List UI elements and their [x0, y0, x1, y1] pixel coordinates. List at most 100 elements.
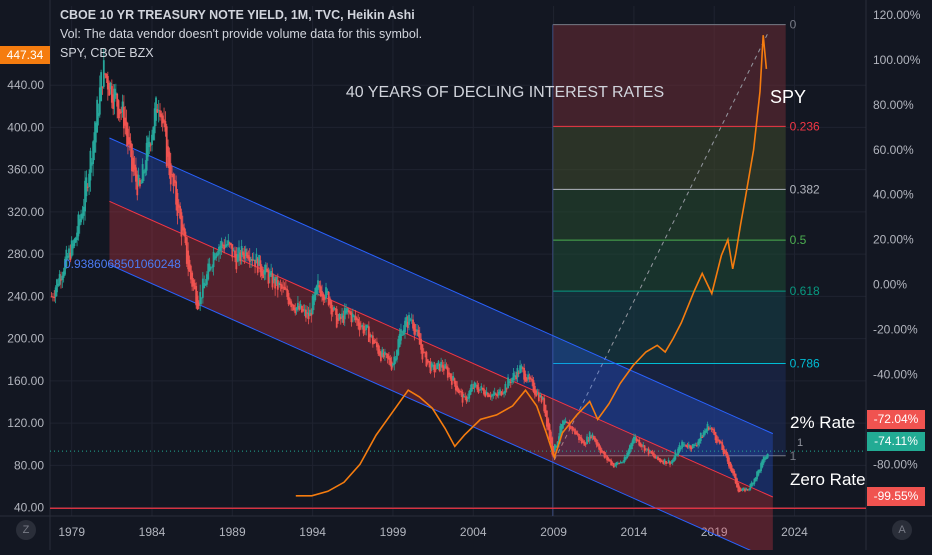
yield-candle-body	[268, 273, 271, 277]
legend-compare-symbol[interactable]: SPY, CBOE BZX	[60, 46, 154, 60]
yield-candle-body	[288, 298, 291, 305]
yield-candle-body	[246, 252, 248, 258]
left-axis-tick-label: 400.00	[7, 120, 44, 134]
annotation-channel-ratio: 0.9386068501060248	[64, 257, 181, 271]
yield-candle-body	[58, 274, 61, 285]
yield-candle-body	[682, 444, 685, 446]
yield-candle-body	[271, 273, 274, 288]
yield-candle-body	[282, 286, 285, 288]
yield-candle-body	[176, 192, 179, 216]
yield-candle-body	[347, 310, 350, 313]
yield-candle-body	[343, 307, 346, 320]
yield-candle-body	[89, 150, 92, 181]
yield-candle-body	[527, 374, 530, 380]
yield-candle-body	[428, 360, 430, 363]
yield-candle-body	[670, 462, 673, 464]
yield-candle-body	[185, 237, 188, 264]
yield-candle-body	[583, 441, 586, 446]
yield-candle-body	[461, 391, 464, 403]
yield-candle-body	[491, 394, 493, 397]
yield-candle-body	[571, 426, 574, 431]
yield-candle-body	[416, 329, 418, 331]
pct-badge-2pct-rate: -72.04%	[867, 410, 925, 429]
yield-candle-body	[212, 251, 215, 268]
yield-candle-body	[106, 75, 109, 90]
yield-candle-body	[441, 364, 444, 368]
yield-candle-body	[702, 432, 705, 438]
yield-candle-body	[718, 439, 721, 444]
yield-candle-body	[429, 361, 432, 373]
yield-candle-body	[765, 456, 768, 459]
fib-level-label: 0.786	[790, 356, 820, 370]
left-axis-tick-label: 200.00	[7, 332, 44, 346]
yield-candle-body	[764, 458, 766, 460]
yield-candle-body	[568, 423, 571, 430]
yield-candle-body	[227, 240, 230, 245]
yield-candle-body	[695, 445, 698, 447]
yield-candle-body	[355, 317, 358, 321]
yield-candle-body	[70, 240, 73, 257]
yield-candle-body	[66, 255, 69, 259]
legend-volume-note: Vol: The data vendor doesn't provide vol…	[60, 27, 423, 41]
yield-candle-body	[417, 330, 420, 336]
yield-candle-body	[454, 381, 457, 391]
yield-candle-body	[259, 260, 262, 273]
yield-candle-body	[173, 179, 176, 183]
yield-candle-body	[728, 457, 730, 467]
yield-candle-body	[552, 446, 555, 455]
yield-candle-body	[370, 335, 373, 337]
yield-candle-body	[645, 448, 647, 450]
yield-candle-body	[102, 60, 105, 87]
yield-candle-body	[724, 450, 726, 453]
yield-candle-body	[283, 286, 286, 290]
yield-candle-body	[205, 274, 208, 285]
yield-candle-body	[693, 444, 696, 447]
yield-candle-body	[608, 459, 611, 462]
legend-title[interactable]: CBOE 10 YR TREASURY NOTE YIELD, 1M, TVC,…	[60, 8, 415, 22]
yield-candle-body	[404, 320, 406, 333]
yield-candle-body	[756, 471, 758, 480]
yield-candle-body	[290, 301, 293, 308]
right-axis-tick-label: -80.00%	[873, 457, 918, 471]
yield-candle-body	[595, 439, 598, 445]
yield-candle-body	[529, 378, 532, 380]
yield-candle-body	[64, 258, 66, 275]
yield-candle-body	[425, 352, 428, 367]
yield-candle-body	[690, 446, 693, 450]
yield-candle-body	[239, 252, 242, 262]
yield-candle-body	[544, 404, 547, 417]
yield-candle-body	[626, 452, 629, 459]
auto-scale-icon[interactable]: A	[892, 520, 912, 540]
yield-candle-body	[88, 173, 90, 188]
yield-candle-body	[511, 378, 513, 383]
yield-candle-body	[576, 432, 579, 435]
yield-candle-body	[671, 460, 674, 463]
yield-candle-body	[418, 332, 421, 345]
yield-candle-body	[369, 334, 372, 338]
yield-candle-body	[147, 137, 149, 157]
yield-candle-body	[642, 445, 645, 447]
yield-candle-body	[396, 350, 398, 360]
yield-candle-body	[462, 395, 465, 398]
yield-candle-body	[572, 428, 575, 430]
yield-candle-body	[460, 391, 463, 393]
zoom-icon[interactable]: Z	[16, 520, 36, 540]
yield-candle-body	[149, 144, 152, 146]
yield-candle-body	[326, 291, 329, 293]
fib-zone	[552, 189, 786, 241]
yield-candle-body	[90, 162, 93, 166]
yield-candle-body	[390, 361, 393, 370]
yield-candle-body	[183, 227, 186, 236]
yield-candle-body	[124, 117, 127, 126]
x-axis-tick-label: 2004	[460, 525, 487, 539]
yield-candle-body	[223, 244, 226, 250]
yield-candle-body	[251, 259, 254, 261]
yield-candle-body	[578, 433, 580, 441]
yield-candle-body	[661, 460, 663, 462]
yield-candle-body	[741, 488, 744, 491]
yield-candle-body	[607, 457, 610, 461]
yield-candle-body	[187, 250, 190, 270]
yield-candle-body	[367, 326, 370, 342]
yield-candle-body	[580, 437, 583, 443]
